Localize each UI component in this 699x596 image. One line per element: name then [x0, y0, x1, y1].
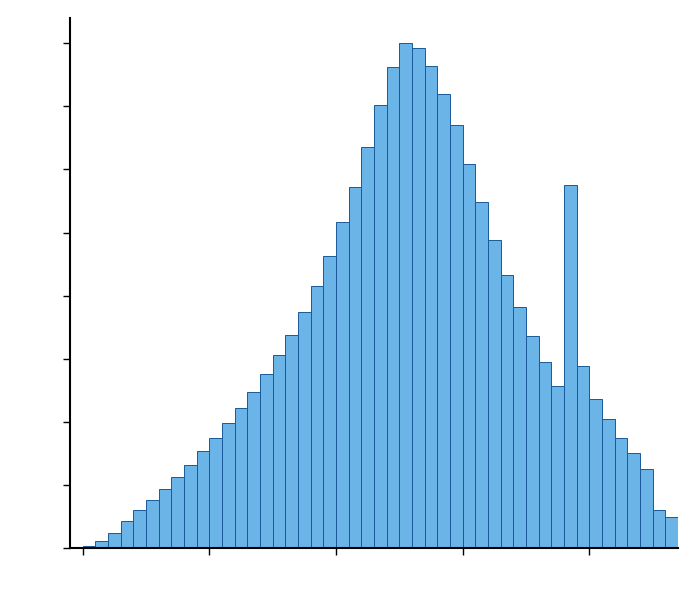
- Bar: [184, 465, 196, 548]
- Bar: [691, 532, 699, 548]
- Bar: [273, 355, 285, 548]
- Bar: [438, 94, 450, 548]
- Bar: [134, 510, 146, 548]
- Bar: [614, 438, 628, 548]
- Bar: [310, 285, 323, 548]
- Bar: [349, 187, 361, 548]
- Bar: [513, 307, 526, 548]
- Bar: [336, 222, 349, 548]
- Bar: [171, 477, 184, 548]
- Bar: [539, 362, 552, 548]
- Bar: [222, 423, 235, 548]
- Bar: [640, 468, 653, 548]
- Bar: [247, 392, 260, 548]
- Bar: [577, 367, 589, 548]
- Bar: [108, 533, 121, 548]
- Bar: [450, 125, 463, 548]
- Bar: [653, 510, 665, 548]
- Bar: [387, 67, 399, 548]
- Bar: [70, 547, 82, 548]
- Bar: [323, 256, 336, 548]
- Bar: [260, 374, 273, 548]
- Bar: [196, 451, 209, 548]
- Bar: [463, 164, 475, 548]
- Bar: [146, 500, 159, 548]
- Bar: [425, 66, 438, 548]
- Bar: [374, 105, 387, 548]
- Bar: [526, 336, 539, 548]
- Bar: [564, 185, 577, 548]
- Bar: [298, 312, 310, 548]
- Bar: [285, 335, 298, 548]
- Bar: [159, 489, 171, 548]
- Bar: [602, 420, 614, 548]
- Bar: [399, 43, 412, 548]
- Bar: [82, 546, 95, 548]
- Bar: [589, 399, 602, 548]
- Bar: [361, 147, 374, 548]
- Bar: [500, 275, 513, 548]
- Bar: [95, 541, 108, 548]
- Bar: [121, 520, 134, 548]
- Bar: [665, 517, 678, 548]
- Bar: [412, 48, 424, 548]
- Bar: [678, 526, 691, 548]
- Bar: [235, 408, 247, 548]
- Bar: [628, 454, 640, 548]
- Bar: [552, 386, 564, 548]
- Bar: [209, 438, 222, 548]
- Bar: [475, 202, 488, 548]
- Bar: [488, 240, 500, 548]
